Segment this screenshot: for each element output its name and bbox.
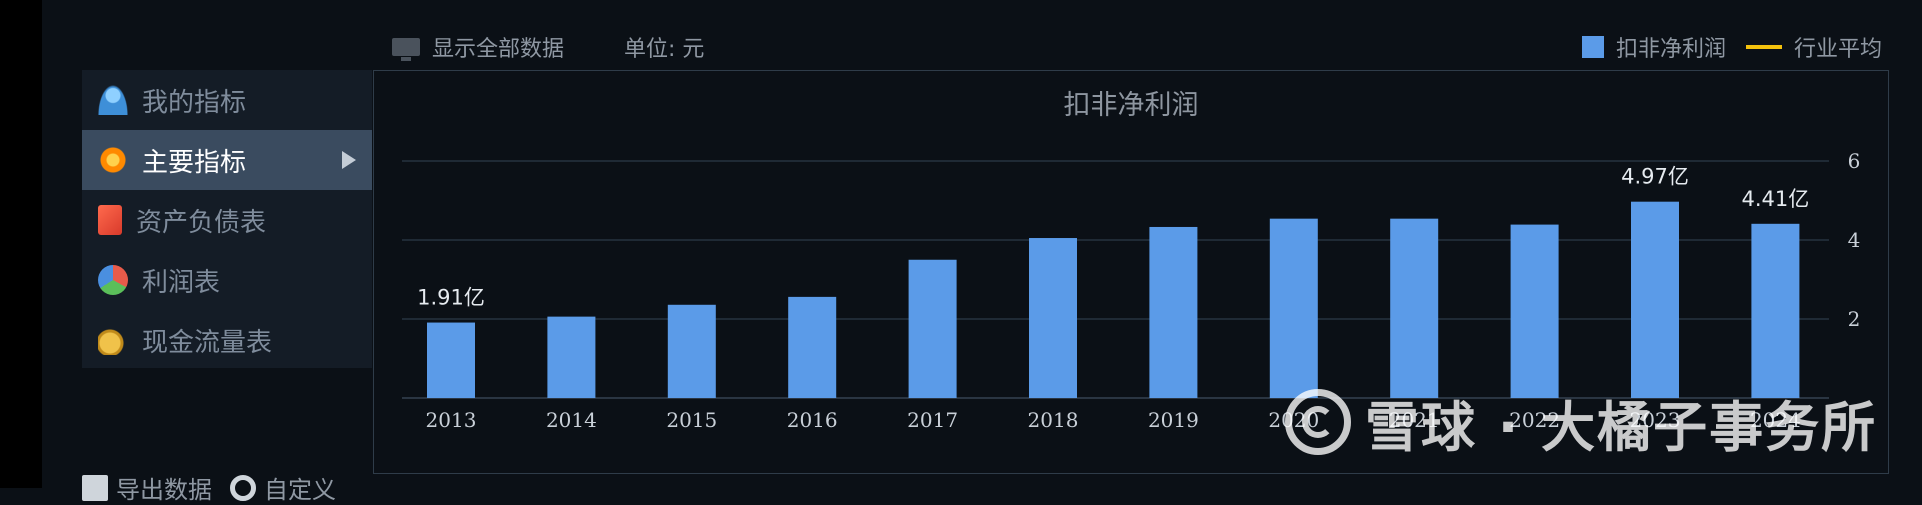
monitor-icon[interactable] <box>392 38 420 61</box>
watermark-text: 雪球 · 大橘子事务所 <box>1365 395 1878 459</box>
watermark: 雪球 · 大橘子事务所 <box>1285 387 1877 459</box>
bar[interactable] <box>1751 223 1800 398</box>
x-tick-label: 2021 <box>1389 408 1440 432</box>
sidebar-item-label: 主要指标 <box>142 147 247 178</box>
unit-label: 单位: 元 <box>624 37 705 62</box>
sidebar-item-label: 利润表 <box>142 267 221 298</box>
data-label: 4.41亿 <box>1742 187 1810 211</box>
y-tick-label: 4 <box>1848 228 1861 252</box>
bar[interactable] <box>1269 218 1318 398</box>
chart-panel: 扣非净利润 2 4 6 2013 1.91亿 2014 2015 2016 2017 2018 20… <box>373 70 1889 474</box>
legend-bar-label[interactable]: 扣非净利润 <box>1615 37 1726 62</box>
x-tick-label: 2016 <box>787 408 838 432</box>
chart-legend: 扣非净利润 行业平均 <box>1581 30 1882 64</box>
bar[interactable] <box>1029 238 1077 398</box>
sidebar-item-cash-flow[interactable]: 现金流量表 <box>82 310 372 370</box>
legend-line-swatch[interactable] <box>1745 45 1782 49</box>
x-tick-label: 2022 <box>1509 408 1560 432</box>
sidebar-item-my-indicators[interactable]: 我的指标 <box>82 70 372 130</box>
sidebar-item-main-indicators[interactable]: 主要指标 <box>82 130 372 190</box>
xueqiu-logo-icon <box>1285 389 1351 455</box>
left-edge-strip <box>0 0 42 488</box>
y-tick-label: 2 <box>1848 307 1861 331</box>
sidebar-item-income-statement[interactable]: 利润表 <box>82 250 372 310</box>
x-tick-label: 2014 <box>546 408 597 432</box>
legend-line-label[interactable]: 行业平均 <box>1793 37 1882 62</box>
sidebar-item-balance-sheet[interactable]: 资产负债表 <box>82 190 372 250</box>
bar[interactable] <box>547 316 596 398</box>
data-label: 4.97亿 <box>1621 165 1689 189</box>
x-tick-label: 2013 <box>426 408 477 432</box>
x-tick-label: 2015 <box>666 408 717 432</box>
x-tick-label: 2018 <box>1028 408 1079 432</box>
data-label: 1.91亿 <box>417 286 485 310</box>
chart-title: 扣非净利润 <box>1063 90 1199 121</box>
bar[interactable] <box>667 304 716 398</box>
bar[interactable] <box>788 296 837 398</box>
bar[interactable] <box>1510 224 1559 398</box>
y-tick-label: 6 <box>1848 149 1861 173</box>
pie-icon <box>98 265 128 295</box>
legend-bar-swatch[interactable] <box>1581 36 1604 58</box>
chevron-right-icon <box>342 151 356 169</box>
x-tick-label: 2019 <box>1148 408 1199 432</box>
x-tick-label: 2017 <box>907 408 958 432</box>
bar[interactable] <box>908 259 957 398</box>
chart-toolbar: 显示全部数据 单位: 元 <box>392 30 704 64</box>
sidebar-item-label: 我的指标 <box>142 87 247 118</box>
user-icon <box>98 85 128 115</box>
bar[interactable] <box>1390 218 1439 398</box>
bar[interactable] <box>1149 226 1198 398</box>
coins-icon <box>98 325 128 355</box>
document-icon <box>98 205 122 235</box>
x-tick-label: 2024 <box>1750 408 1801 432</box>
x-tick-label: 2023 <box>1630 408 1681 432</box>
sidebar-item-label: 资产负债表 <box>136 207 267 238</box>
star-icon <box>98 145 128 175</box>
bar[interactable] <box>427 322 475 398</box>
sidebar-item-label: 现金流量表 <box>142 327 273 358</box>
bar[interactable] <box>1631 201 1679 398</box>
show-all-data-toggle[interactable]: 显示全部数据 <box>432 37 565 62</box>
indicator-sidebar: 我的指标 主要指标 资产负债表 利润表 现金流量表 <box>82 70 372 368</box>
